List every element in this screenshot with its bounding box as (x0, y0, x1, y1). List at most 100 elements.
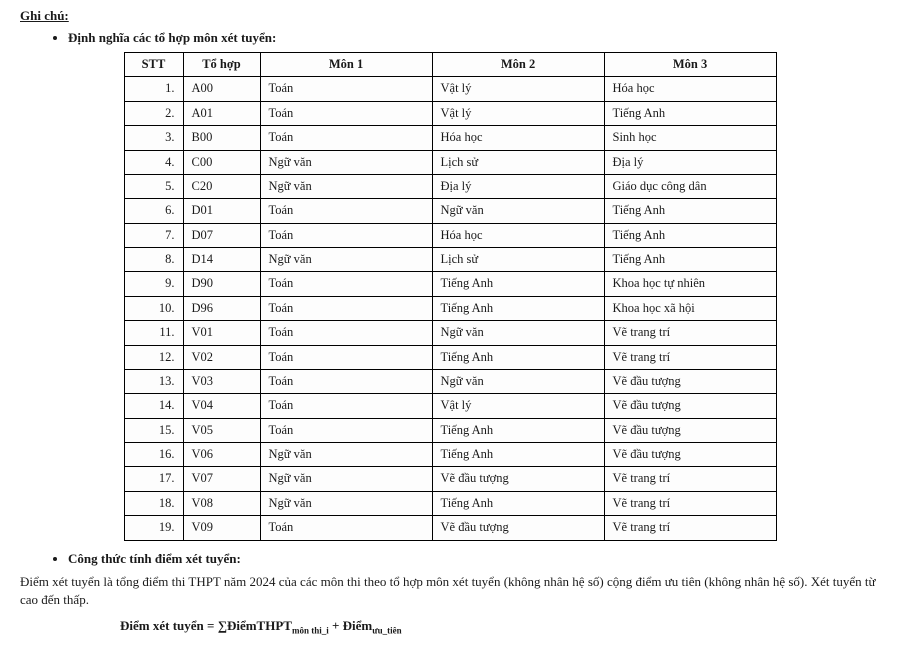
table-cell: Toán (260, 321, 432, 345)
th-mon1: Môn 1 (260, 53, 432, 77)
table-cell: Vẽ trang trí (604, 345, 776, 369)
th-mon3: Môn 3 (604, 53, 776, 77)
table-cell: Vật lý (432, 101, 604, 125)
table-cell: 14. (124, 394, 183, 418)
table-cell: 7. (124, 223, 183, 247)
table-row: 18.V08Ngữ vănTiếng AnhVẽ trang trí (124, 491, 776, 515)
table-cell: 1. (124, 77, 183, 101)
table-cell: V04 (183, 394, 260, 418)
table-cell: Vẽ trang trí (604, 516, 776, 540)
table-cell: Toán (260, 516, 432, 540)
table-cell: V08 (183, 491, 260, 515)
table-cell: Tiếng Anh (604, 223, 776, 247)
table-cell: 8. (124, 248, 183, 272)
table-cell: 11. (124, 321, 183, 345)
table-row: 8.D14Ngữ vănLịch sửTiếng Anh (124, 248, 776, 272)
table-cell: Tiếng Anh (432, 272, 604, 296)
bullet-list: Định nghĩa các tổ hợp môn xét tuyển: (68, 30, 880, 46)
table-row: 6.D01ToánNgữ vănTiếng Anh (124, 199, 776, 223)
formula-eq: = (204, 618, 218, 633)
table-cell: Toán (260, 296, 432, 320)
table-cell: Toán (260, 394, 432, 418)
table-cell: V07 (183, 467, 260, 491)
table-cell: Hóa học (432, 223, 604, 247)
combinations-table: STT Tổ hợp Môn 1 Môn 2 Môn 3 1.A00ToánVậ… (124, 52, 777, 541)
table-body: 1.A00ToánVật lýHóa học2.A01ToánVật lýTiế… (124, 77, 776, 540)
bullet-list-2: Công thức tính điểm xét tuyển: (68, 551, 880, 567)
table-cell: D01 (183, 199, 260, 223)
table-cell: Vẽ đầu tượng (604, 418, 776, 442)
table-cell: V03 (183, 369, 260, 393)
formula-plus: + Điểm (329, 618, 373, 633)
table-cell: 2. (124, 101, 183, 125)
table-cell: Ngữ văn (260, 491, 432, 515)
table-row: 13.V03ToánNgữ vănVẽ đầu tượng (124, 369, 776, 393)
table-cell: Toán (260, 199, 432, 223)
table-cell: Vẽ trang trí (604, 321, 776, 345)
table-row: 17.V07Ngữ vănVẽ đầu tượngVẽ trang trí (124, 467, 776, 491)
table-cell: Ngữ văn (432, 369, 604, 393)
table-row: 14.V04ToánVật lýVẽ đầu tượng (124, 394, 776, 418)
formula-sub2: ưu_tiên (372, 626, 401, 636)
table-cell: A00 (183, 77, 260, 101)
table-row: 16.V06Ngữ vănTiếng AnhVẽ đầu tượng (124, 443, 776, 467)
table-cell: Lịch sử (432, 150, 604, 174)
explanation-paragraph: Điểm xét tuyển là tổng điểm thi THPT năm… (20, 573, 880, 611)
table-cell: Địa lý (432, 174, 604, 198)
table-cell: Hóa học (604, 77, 776, 101)
table-cell: Giáo dục công dân (604, 174, 776, 198)
table-cell: B00 (183, 126, 260, 150)
table-cell: Toán (260, 77, 432, 101)
table-cell: Toán (260, 101, 432, 125)
table-cell: Tiếng Anh (432, 418, 604, 442)
table-cell: Toán (260, 418, 432, 442)
table-row: 4.C00Ngữ vănLịch sửĐịa lý (124, 150, 776, 174)
table-row: 11.V01ToánNgữ vănVẽ trang trí (124, 321, 776, 345)
table-row: 19.V09ToánVẽ đầu tượngVẽ trang trí (124, 516, 776, 540)
table-wrap: STT Tổ hợp Môn 1 Môn 2 Môn 3 1.A00ToánVậ… (20, 52, 880, 541)
table-cell: 13. (124, 369, 183, 393)
table-cell: Khoa học xã hội (604, 296, 776, 320)
table-row: 1.A00ToánVật lýHóa học (124, 77, 776, 101)
notes-heading: Ghi chú: (20, 8, 880, 24)
table-cell: 3. (124, 126, 183, 150)
table-cell: Vẽ trang trí (604, 491, 776, 515)
table-cell: Vật lý (432, 394, 604, 418)
table-cell: Vẽ đầu tượng (432, 516, 604, 540)
table-cell: Ngữ văn (260, 443, 432, 467)
table-row: 12.V02ToánTiếng AnhVẽ trang trí (124, 345, 776, 369)
table-cell: Vẽ đầu tượng (604, 443, 776, 467)
table-cell: 6. (124, 199, 183, 223)
table-cell: A01 (183, 101, 260, 125)
table-cell: 12. (124, 345, 183, 369)
table-cell: 18. (124, 491, 183, 515)
table-row: 2.A01ToánVật lýTiếng Anh (124, 101, 776, 125)
table-cell: 17. (124, 467, 183, 491)
table-row: 5.C20Ngữ vănĐịa lýGiáo dục công dân (124, 174, 776, 198)
bullet-formula-heading: Công thức tính điểm xét tuyển: (68, 551, 880, 567)
th-stt: STT (124, 53, 183, 77)
table-cell: Địa lý (604, 150, 776, 174)
table-row: 10.D96ToánTiếng AnhKhoa học xã hội (124, 296, 776, 320)
table-header-row: STT Tổ hợp Môn 1 Môn 2 Môn 3 (124, 53, 776, 77)
formula-sub1: môn thi_i (292, 626, 329, 636)
table-cell: 10. (124, 296, 183, 320)
th-code: Tổ hợp (183, 53, 260, 77)
table-cell: Toán (260, 126, 432, 150)
bullet-define: Định nghĩa các tổ hợp môn xét tuyển: (68, 30, 880, 46)
table-cell: 4. (124, 150, 183, 174)
table-cell: Tiếng Anh (432, 345, 604, 369)
table-cell: D14 (183, 248, 260, 272)
table-cell: Tiếng Anh (604, 248, 776, 272)
table-cell: Tiếng Anh (432, 491, 604, 515)
table-cell: Ngữ văn (260, 467, 432, 491)
table-cell: D96 (183, 296, 260, 320)
table-cell: Ngữ văn (260, 174, 432, 198)
table-cell: V05 (183, 418, 260, 442)
table-cell: Lịch sử (432, 248, 604, 272)
table-cell: Toán (260, 272, 432, 296)
table-cell: Vẽ đầu tượng (604, 394, 776, 418)
table-cell: Ngữ văn (432, 199, 604, 223)
table-cell: C20 (183, 174, 260, 198)
table-cell: 15. (124, 418, 183, 442)
